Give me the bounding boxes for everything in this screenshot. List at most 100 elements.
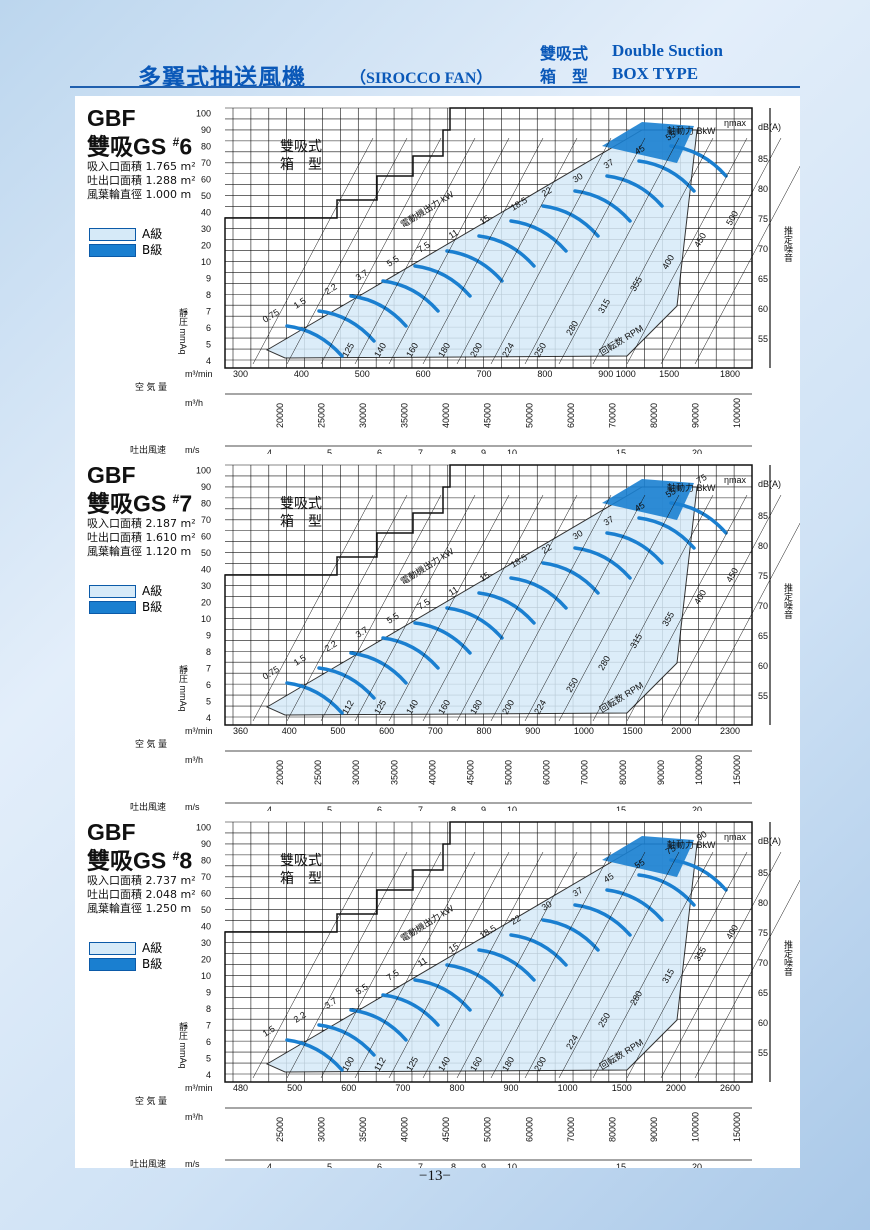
model-name: GBF 雙吸GS #8 xyxy=(87,819,193,874)
airflow-min-tick: 500 xyxy=(355,369,370,379)
box-type-label: 雙吸式箱 型 xyxy=(280,139,322,173)
pressure-tick-label: 6 xyxy=(206,680,211,690)
velocity-tick: 10 xyxy=(507,805,517,811)
airflow-min-tick: 800 xyxy=(537,369,552,379)
static-pressure-axis-label: 靜圧 mmAq xyxy=(178,1021,188,1069)
noise-tick-label: 70 xyxy=(758,244,768,254)
pressure-tick-label: 10 xyxy=(201,971,211,981)
velocity-tick: 8 xyxy=(451,1162,456,1168)
page-title-english: （SIROCCO FAN） xyxy=(350,70,493,87)
airflow-min-tick: 900 1000 xyxy=(598,369,636,379)
outlet-area: 吐出口面積 1.610 m² xyxy=(87,531,196,544)
noise-tick-label: 60 xyxy=(758,304,768,314)
airflow-h-tick: 50000 xyxy=(483,1117,493,1142)
pressure-tick-label: 9 xyxy=(206,631,211,641)
kw-label: 15 xyxy=(478,570,492,584)
airflow-min-unit: m³/min xyxy=(185,726,213,736)
inlet-area: 吸入口面積 2.187 m² xyxy=(87,517,196,530)
grade-legend: A級 B級 xyxy=(89,226,162,258)
kw-label: 22 xyxy=(540,185,554,199)
velocity-unit: m/s xyxy=(185,1159,200,1168)
kw-label: 55 xyxy=(664,486,678,500)
airflow-min-unit: m³/min xyxy=(185,369,213,379)
legend-b-swatch xyxy=(89,243,136,257)
db-unit-label: dB(A) xyxy=(758,836,781,846)
airflow-min-tick: 1800 xyxy=(720,369,740,379)
performance-chart: 4567891020304050607080901005560657075808… xyxy=(130,464,800,811)
kw-label: 37 xyxy=(571,885,585,899)
model-name: GBF 雙吸GS #6 xyxy=(87,105,193,160)
kw-label: 22 xyxy=(509,913,523,927)
airflow-h-tick: 35000 xyxy=(400,403,410,428)
airflow-h-tick: 50000 xyxy=(524,403,534,428)
kw-label: 75 xyxy=(664,843,678,857)
pressure-tick-label: 4 xyxy=(206,713,211,723)
spec-list: 吸入口面積 1.765 m² 吐出口面積 1.288 m² 風葉輪直徑 1.00… xyxy=(87,160,196,202)
pressure-tick-label: 8 xyxy=(206,290,211,300)
legend-b-label: B級 xyxy=(142,957,163,971)
pressure-tick-label: 70 xyxy=(201,515,211,525)
inlet-area: 吸入口面積 2.737 m² xyxy=(87,874,196,887)
velocity-tick: 9 xyxy=(481,805,486,811)
static-pressure-axis-label: 靜圧 mmAq xyxy=(178,307,188,355)
velocity-tick: 7 xyxy=(418,448,423,454)
pressure-tick-label: 80 xyxy=(201,499,211,509)
airflow-min-tick: 1500 xyxy=(659,369,679,379)
outlet-area: 吐出口面積 2.048 m² xyxy=(87,888,196,901)
airflow-label: 空 気 量 xyxy=(135,381,167,392)
velocity-tick: 10 xyxy=(507,448,517,454)
shaft-power-label: 軸動力 BkW xyxy=(667,125,716,136)
airflow-min-tick: 1000 xyxy=(558,1083,578,1093)
noise-tick-label: 75 xyxy=(758,571,768,581)
pressure-tick-label: 10 xyxy=(201,614,211,624)
pressure-tick-label: 30 xyxy=(201,224,211,234)
pressure-tick-label: 8 xyxy=(206,1004,211,1014)
legend-a-swatch xyxy=(89,584,136,598)
airflow-h-tick: 50000 xyxy=(504,760,514,785)
pressure-tick-label: 40 xyxy=(201,208,211,218)
velocity-tick: 20 xyxy=(692,805,702,811)
airflow-h-tick: 40000 xyxy=(427,760,437,785)
airflow-h-tick: 20000 xyxy=(275,760,285,785)
pressure-tick-label: 70 xyxy=(201,158,211,168)
noise-axis-label: 推定噪音 xyxy=(783,582,793,620)
airflow-label: 空 気 量 xyxy=(135,1095,167,1106)
kw-label: 45 xyxy=(633,500,647,514)
airflow-min-tick: 300 xyxy=(233,369,248,379)
noise-tick-label: 65 xyxy=(758,631,768,641)
legend-b-swatch xyxy=(89,600,136,614)
airflow-h-tick: 100000 xyxy=(694,755,704,785)
velocity-tick: 5 xyxy=(327,1162,332,1168)
airflow-h-tick: 70000 xyxy=(580,760,590,785)
velocity-tick: 4 xyxy=(267,1162,272,1168)
pressure-tick-label: 90 xyxy=(201,482,211,492)
performance-chart: 4567891020304050607080901005560657075808… xyxy=(130,821,800,1168)
eta-max-label: ηmax xyxy=(724,118,747,128)
airflow-min-tick: 1000 xyxy=(574,726,594,736)
pressure-tick-label: 7 xyxy=(206,1021,211,1031)
impeller-diameter: 風葉輪直徑 1.000 m xyxy=(87,188,192,201)
noise-tick-label: 80 xyxy=(758,184,768,194)
velocity-tick: 6 xyxy=(377,805,382,811)
legend-b-swatch xyxy=(89,957,136,971)
airflow-h-tick: 80000 xyxy=(618,760,628,785)
legend-b-label: B級 xyxy=(142,243,163,257)
pressure-tick-label: 50 xyxy=(201,905,211,915)
velocity-tick: 5 xyxy=(327,805,332,811)
airflow-h-tick: 40000 xyxy=(441,403,451,428)
velocity-tick: 4 xyxy=(267,448,272,454)
subtitle-zh-2: 箱 型 xyxy=(540,67,589,86)
airflow-min-tick: 1500 xyxy=(612,1083,632,1093)
airflow-h-tick: 25000 xyxy=(317,403,327,428)
pressure-tick-label: 5 xyxy=(206,340,211,350)
outlet-velocity-label: 吐出風速 xyxy=(130,1158,166,1168)
pressure-tick-label: 8 xyxy=(206,647,211,657)
velocity-tick: 7 xyxy=(418,805,423,811)
airflow-min-tick: 900 xyxy=(504,1083,519,1093)
airflow-min-tick: 400 xyxy=(282,726,297,736)
fan-chart-panel: 4 5 6 7 8 9 10 20 30 40 50 60 70 80 90 100 55 60 65 70 75 80 8… xyxy=(75,98,800,454)
airflow-min-tick: 2600 xyxy=(720,1083,740,1093)
noise-tick-label: 55 xyxy=(758,1048,768,1058)
performance-chart: 4567891020304050607080901005560657075808… xyxy=(130,107,800,454)
pressure-tick-label: 60 xyxy=(201,889,211,899)
